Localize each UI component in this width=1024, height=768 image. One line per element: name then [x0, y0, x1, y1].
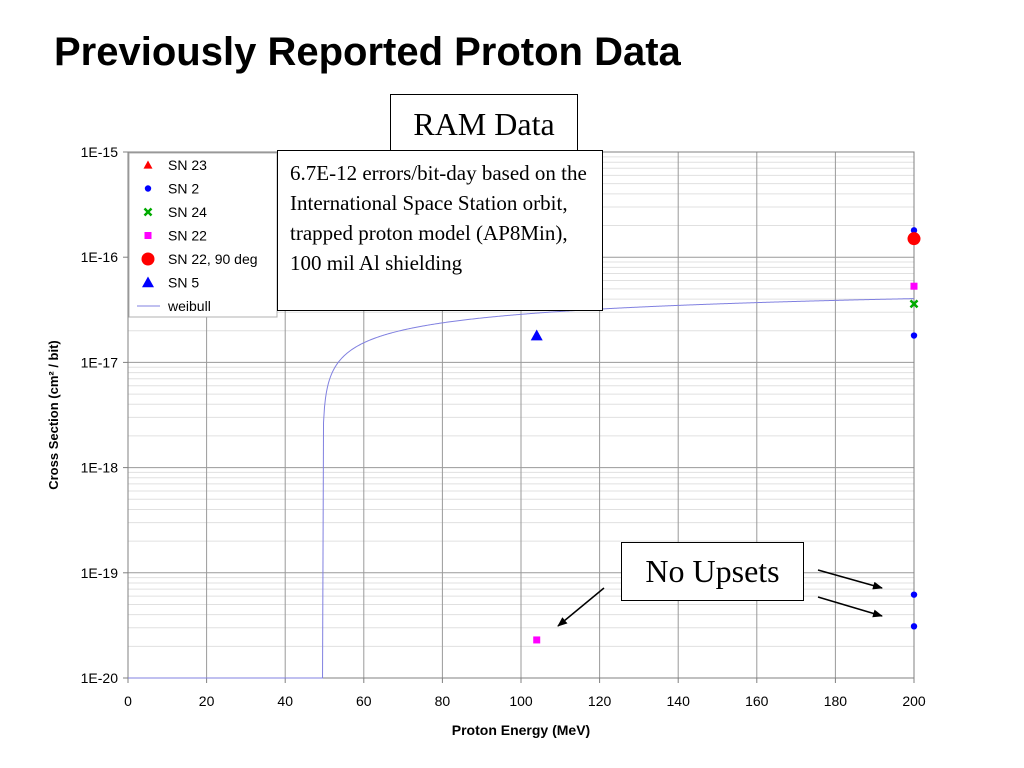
legend-label: SN 2	[168, 181, 199, 197]
data-point-sn-2	[910, 623, 918, 630]
x-tick-label: 100	[509, 693, 533, 709]
data-point-sn-22-90-deg	[907, 232, 921, 246]
legend-label: weibull	[167, 298, 211, 314]
legend-marker	[141, 252, 155, 266]
data-point-sn-5	[530, 329, 543, 341]
x-tick-label: 160	[745, 693, 769, 709]
legend-marker	[144, 185, 152, 192]
arrow-to-upper-right-point	[817, 569, 883, 590]
arrow-to-lower-right-point	[817, 596, 883, 618]
data-point-sn-2	[910, 332, 918, 339]
legend-marker	[142, 276, 154, 288]
y-tick-label: 1E-20	[81, 670, 119, 686]
x-tick-label: 120	[588, 693, 612, 709]
y-axis-ticks: 1E-20 1E-19 1E-18 1E-17 1E-16 1E-15	[81, 144, 128, 686]
legend-label: SN 5	[168, 275, 199, 291]
no-upsets-callout: No Upsets	[621, 542, 804, 601]
arrow-to-low-point	[557, 587, 605, 627]
gridlines	[127, 151, 915, 679]
x-tick-label: 40	[277, 693, 293, 709]
data-point-sn-24	[909, 299, 919, 309]
annotation-arrows	[557, 569, 883, 627]
x-axis-label: Proton Energy (MeV)	[452, 722, 590, 738]
legend: SN 23 SN 2 SN 24 SN 22 SN 22, 90 deg SN 5 weib…	[128, 152, 278, 318]
ram-data-callout: RAM Data	[390, 94, 578, 154]
legend-marker	[143, 160, 153, 169]
error-rate-note-callout: 6.7E-12 errors/bit-day based on the Inte…	[277, 150, 603, 311]
y-tick-label: 1E-16	[81, 249, 119, 265]
data-point-sn-2	[910, 591, 918, 598]
x-tick-label: 200	[902, 693, 926, 709]
y-axis-label: Cross Section (cm² / bit)	[46, 340, 61, 490]
y-tick-label: 1E-17	[81, 354, 119, 370]
y-tick-label: 1E-18	[81, 460, 119, 476]
slide-title: Previously Reported Proton Data	[54, 30, 681, 74]
data-point-sn-2	[910, 227, 918, 234]
x-tick-label: 20	[199, 693, 215, 709]
x-tick-label: 140	[667, 693, 691, 709]
legend-marker	[143, 207, 153, 217]
legend-label: SN 23	[168, 157, 207, 173]
x-tick-label: 0	[124, 693, 132, 709]
x-tick-label: 60	[356, 693, 372, 709]
x-axis-ticks: 0 20 40 60 80 100 120 140 160 180 200	[124, 678, 926, 709]
legend-box	[128, 152, 278, 318]
data-points	[530, 227, 921, 644]
legend-marker	[144, 232, 152, 239]
legend-label: SN 22, 90 deg	[168, 251, 258, 267]
x-tick-label: 80	[435, 693, 451, 709]
legend-label: SN 24	[168, 204, 207, 220]
y-tick-label: 1E-15	[81, 144, 119, 160]
data-point-sn-22	[533, 636, 541, 644]
y-tick-label: 1E-19	[81, 565, 119, 581]
x-tick-label: 180	[824, 693, 848, 709]
weibull-curve-layer	[128, 298, 915, 679]
weibull-curve	[128, 298, 915, 679]
data-point-sn-22	[910, 282, 918, 290]
legend-label: SN 22	[168, 228, 207, 244]
